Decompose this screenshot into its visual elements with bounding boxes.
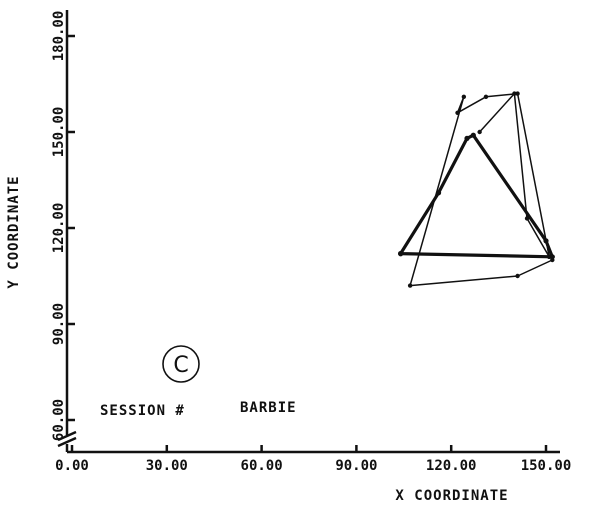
data-point <box>461 94 467 100</box>
data-point <box>512 91 517 96</box>
y-axis-label: Y COORDINATE <box>6 175 22 288</box>
y-tick-label: 150.00 <box>51 107 67 158</box>
x-tick-label: 60.00 <box>241 458 283 474</box>
y-axis-break-mark <box>57 436 77 448</box>
data-point <box>455 110 460 116</box>
y-axis <box>57 10 77 452</box>
data-point <box>470 132 476 138</box>
data-point <box>515 273 520 279</box>
session-name: BARBIE <box>240 400 297 416</box>
series-line-2 <box>479 92 550 258</box>
y-axis-break-mark <box>57 430 77 442</box>
data-point <box>515 91 520 96</box>
panel-label-circle <box>162 345 200 383</box>
x-tick-label: 150.00 <box>521 458 572 474</box>
data-point <box>543 238 549 244</box>
x-tick-label: 30.00 <box>146 458 188 474</box>
panel-label: C <box>173 353 188 378</box>
y-tick-label: 120.00 <box>51 203 67 254</box>
data-point <box>435 190 442 196</box>
y-ticks: 60.00 90.00 120.00 150.00 180.00 <box>51 11 75 441</box>
data-point <box>483 94 489 100</box>
data-series <box>398 91 555 288</box>
x-tick-label: 0.00 <box>55 458 89 474</box>
y-tick-label: 180.00 <box>51 11 67 62</box>
x-axis-label: X COORDINATE <box>395 488 508 504</box>
session-label: SESSION # <box>100 403 185 419</box>
x-ticks: 0.00 30.00 60.00 90.00 120.00 150.00 <box>55 445 571 474</box>
y-tick-label: 90.00 <box>51 303 67 345</box>
data-point <box>407 283 413 288</box>
x-tick-label: 120.00 <box>426 458 477 474</box>
data-point <box>398 251 404 257</box>
x-tick-label: 90.00 <box>335 458 377 474</box>
y-tick-label: 60.00 <box>51 399 67 441</box>
data-point <box>477 129 482 135</box>
data-point <box>464 135 470 141</box>
data-point <box>549 254 555 260</box>
